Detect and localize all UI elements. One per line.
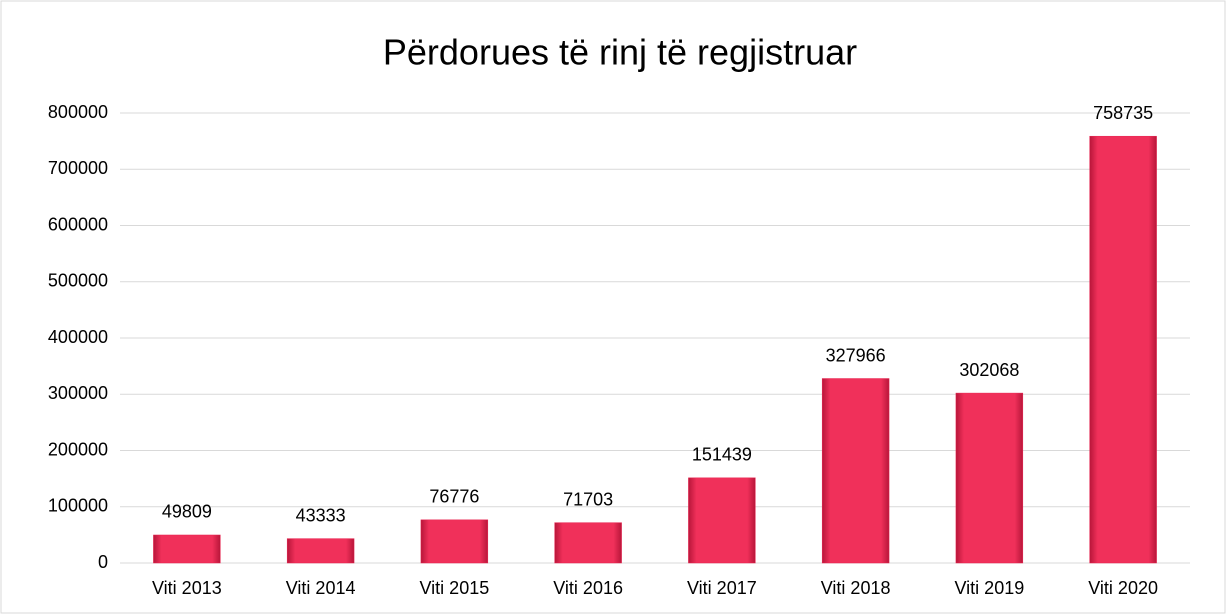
x-tick-label: Viti 2015	[420, 578, 490, 598]
y-tick-label: 800000	[48, 102, 108, 122]
bar	[153, 534, 221, 564]
y-tick-label: 0	[98, 552, 108, 572]
x-tick-label: Viti 2018	[821, 578, 891, 598]
y-tick-label: 700000	[48, 158, 108, 178]
bar	[688, 477, 756, 564]
y-tick-label: 300000	[48, 383, 108, 403]
x-tick-label: Viti 2014	[286, 578, 356, 598]
data-label: 302068	[959, 360, 1019, 380]
bar	[554, 522, 622, 564]
data-label: 71703	[563, 489, 613, 509]
bar	[1089, 135, 1157, 564]
data-label: 758735	[1093, 103, 1153, 123]
x-tick-label: Viti 2017	[687, 578, 757, 598]
bar	[286, 538, 355, 564]
x-tick-label: Viti 2020	[1088, 578, 1158, 598]
x-tick-label: Viti 2013	[152, 578, 222, 598]
bar	[420, 519, 489, 564]
y-tick-label: 400000	[48, 327, 108, 347]
bar	[955, 392, 1024, 564]
y-tick-label: 100000	[48, 496, 108, 516]
bar	[821, 378, 890, 564]
x-tick-label: Viti 2019	[955, 578, 1025, 598]
y-tick-label: 200000	[48, 439, 108, 459]
x-tick-label: Viti 2016	[553, 578, 623, 598]
chart-title: Përdorues të rinj të regjistruar	[383, 32, 857, 73]
data-label: 327966	[826, 345, 886, 365]
y-tick-label: 500000	[48, 271, 108, 291]
y-tick-label: 600000	[48, 214, 108, 234]
data-label: 76776	[429, 487, 479, 507]
data-label: 151439	[692, 445, 752, 465]
data-label: 43333	[296, 505, 346, 525]
data-label: 49809	[162, 502, 212, 522]
